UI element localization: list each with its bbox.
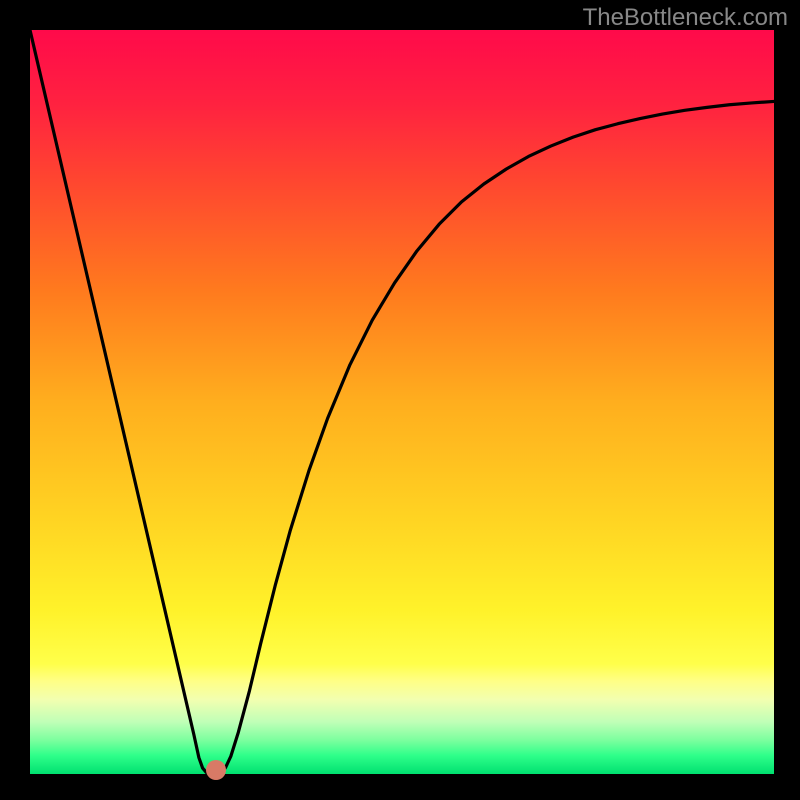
watermark-text: TheBottleneck.com: [583, 4, 788, 32]
curve-layer: [30, 30, 774, 774]
plot-area: [30, 30, 774, 774]
bottleneck-curve: [30, 30, 774, 774]
optimum-marker: [206, 760, 226, 780]
chart-container: { "watermark": { "text": "TheBottleneck.…: [0, 0, 800, 800]
